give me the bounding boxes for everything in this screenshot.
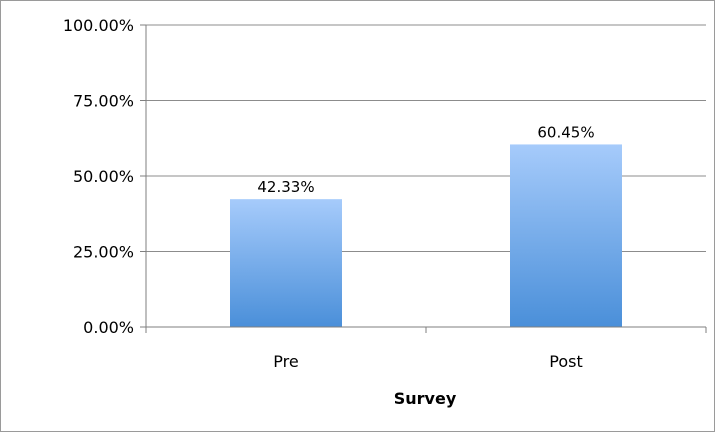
y-tick-label: 75.00% — [73, 92, 134, 111]
x-tick-label: Post — [549, 352, 582, 371]
x-tick-labels: Pre Post — [273, 352, 582, 371]
y-tick-labels: 0.00% 25.00% 50.00% 75.00% 100.00% — [63, 16, 134, 337]
bar-post — [510, 144, 622, 327]
data-labels: 42.33% 60.45% — [257, 123, 594, 196]
y-tick-label: 100.00% — [63, 16, 134, 35]
data-label: 60.45% — [537, 123, 594, 141]
x-tick-label: Pre — [273, 352, 298, 371]
x-axis-title: Survey — [394, 389, 457, 408]
bars — [230, 144, 622, 327]
y-tick-label: 25.00% — [73, 243, 134, 262]
bar-pre — [230, 199, 342, 327]
y-tick-label: 0.00% — [83, 318, 134, 337]
data-label: 42.33% — [257, 178, 314, 196]
y-tick-label: 50.00% — [73, 167, 134, 186]
axes — [140, 24, 707, 333]
